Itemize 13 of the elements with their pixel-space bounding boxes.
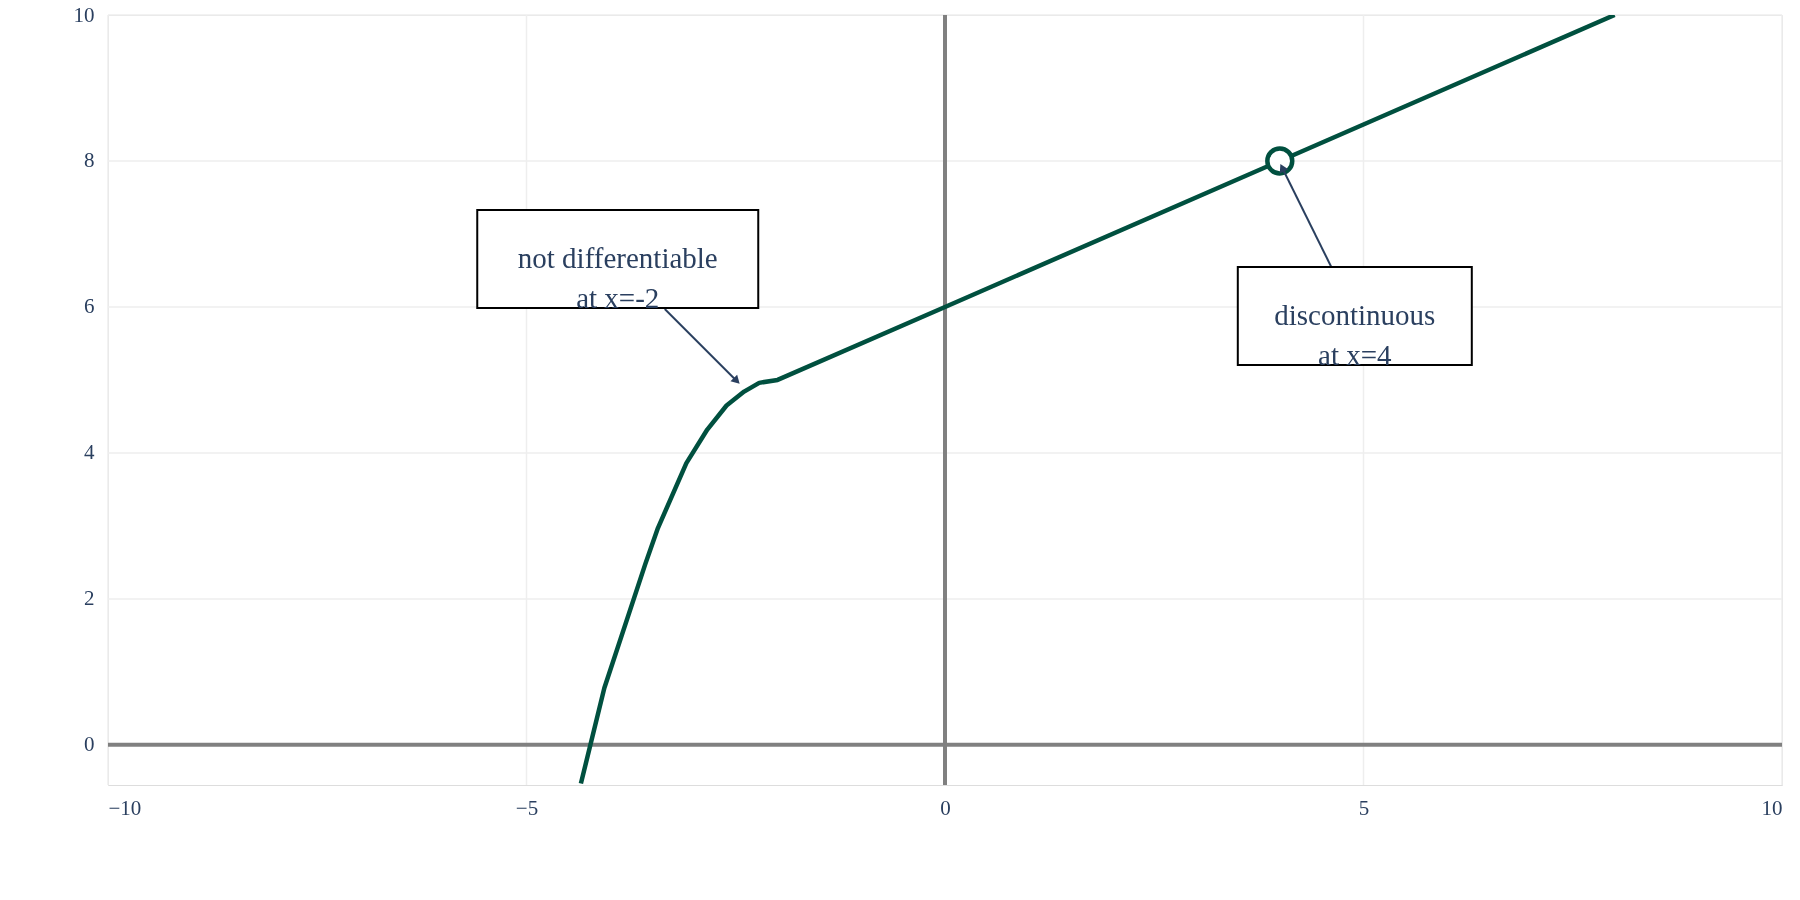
x-tick-label: 10 bbox=[1761, 795, 1783, 820]
x-tick-label: 0 bbox=[940, 795, 951, 820]
x-tick-label: −10 bbox=[108, 795, 142, 820]
y-tick-label: 0 bbox=[84, 732, 95, 757]
annotation: not differentiable at x=-2 bbox=[517, 241, 718, 314]
y-tick-label: 8 bbox=[84, 148, 95, 173]
y-tick-label: 2 bbox=[84, 586, 95, 611]
y-tick-label: 6 bbox=[84, 294, 95, 319]
annotation: discontinuous at x=4 bbox=[1274, 298, 1436, 371]
x-tick-label: 5 bbox=[1358, 795, 1370, 820]
y-tick-label: 10 bbox=[73, 2, 95, 27]
x-tick-label: −5 bbox=[515, 795, 539, 820]
y-tick-label: 4 bbox=[84, 440, 95, 465]
